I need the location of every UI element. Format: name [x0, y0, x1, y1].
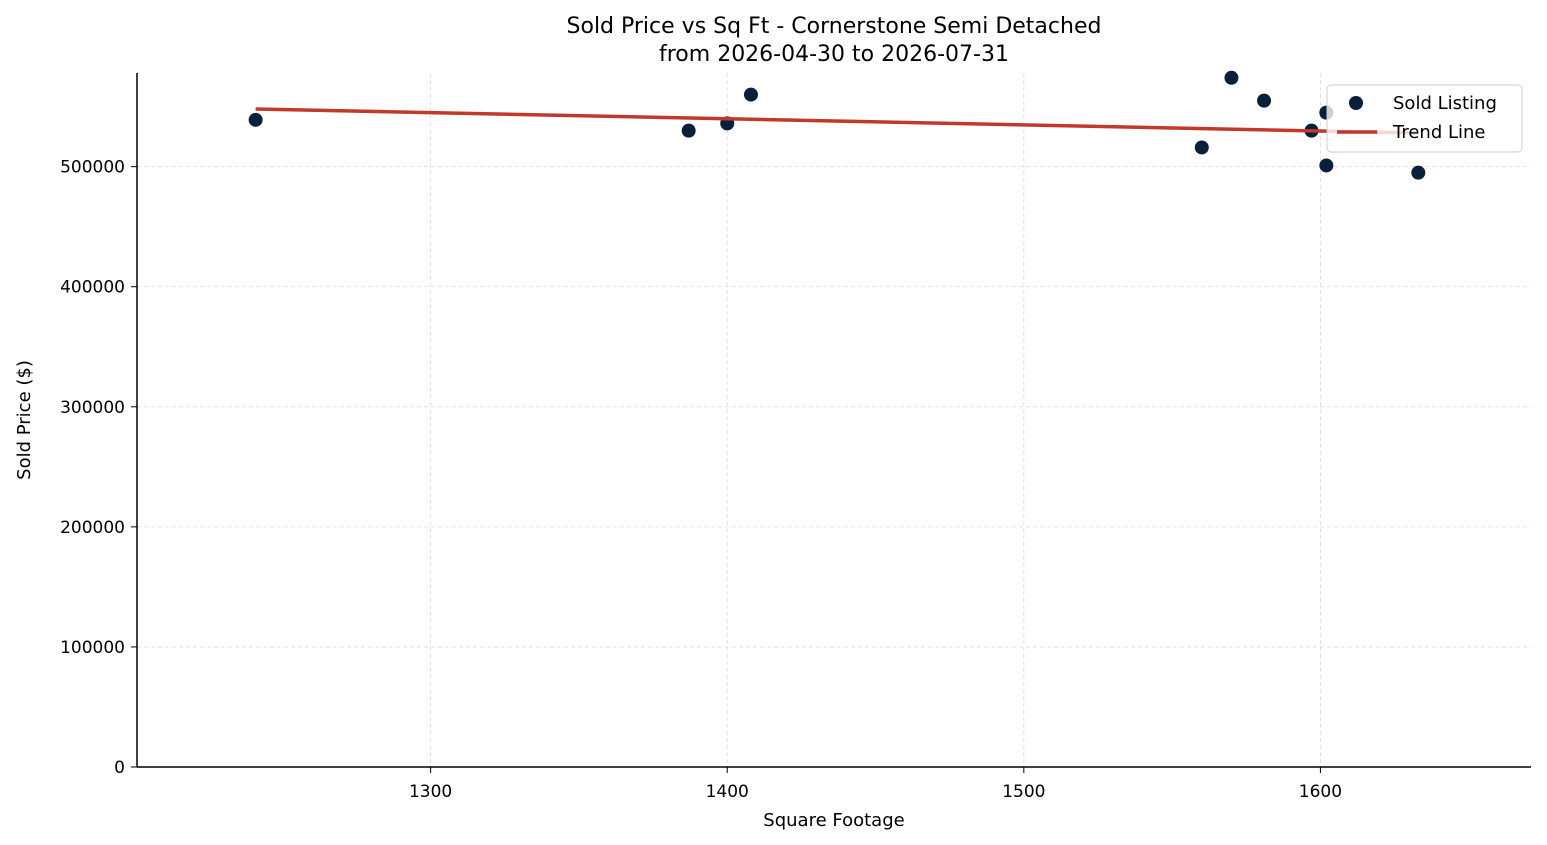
- legend-label-trend-line: Trend Line: [1392, 122, 1486, 143]
- x-axis-label: Square Footage: [763, 810, 904, 831]
- data-point: [1224, 70, 1239, 85]
- data-point: [743, 87, 758, 102]
- data-point: [1194, 140, 1209, 155]
- x-tick-label: 1400: [706, 782, 749, 802]
- trend-line: [255, 107, 1419, 135]
- data-point: [1411, 165, 1426, 180]
- grid: [137, 73, 1531, 767]
- tick-labels: 1300 1400 1500 1600 0 100000 200000 300000 40000…: [60, 158, 1342, 802]
- legend-label-sold-listing: Sold Listing: [1393, 93, 1497, 114]
- data-point: [1257, 93, 1272, 108]
- data-point: [681, 123, 696, 138]
- x-tick-label: 1300: [409, 782, 452, 802]
- y-tick-label: 400000: [60, 278, 125, 298]
- y-tick-label: 300000: [60, 398, 125, 418]
- axes: [131, 73, 1531, 773]
- data-point: [248, 112, 263, 127]
- chart-title: Sold Price vs Sq Ft - Cornerstone Semi D…: [567, 14, 1102, 39]
- data-point: [1319, 158, 1334, 173]
- x-tick-label: 1600: [1299, 782, 1342, 802]
- legend-marker-sold-listing: [1349, 96, 1363, 110]
- x-tick-label: 1500: [1002, 782, 1045, 802]
- legend: Sold Listing Trend Line: [1326, 84, 1523, 153]
- plot-area: [248, 70, 1426, 180]
- y-tick-label: 0: [114, 758, 125, 778]
- legend-box: [1326, 84, 1523, 153]
- y-tick-label: 200000: [60, 518, 125, 538]
- y-tick-label: 100000: [60, 638, 125, 658]
- chart-subtitle: from 2026-04-30 to 2026-07-31: [659, 42, 1009, 67]
- y-axis-label: Sold Price ($): [14, 360, 35, 480]
- y-tick-label: 500000: [60, 158, 125, 178]
